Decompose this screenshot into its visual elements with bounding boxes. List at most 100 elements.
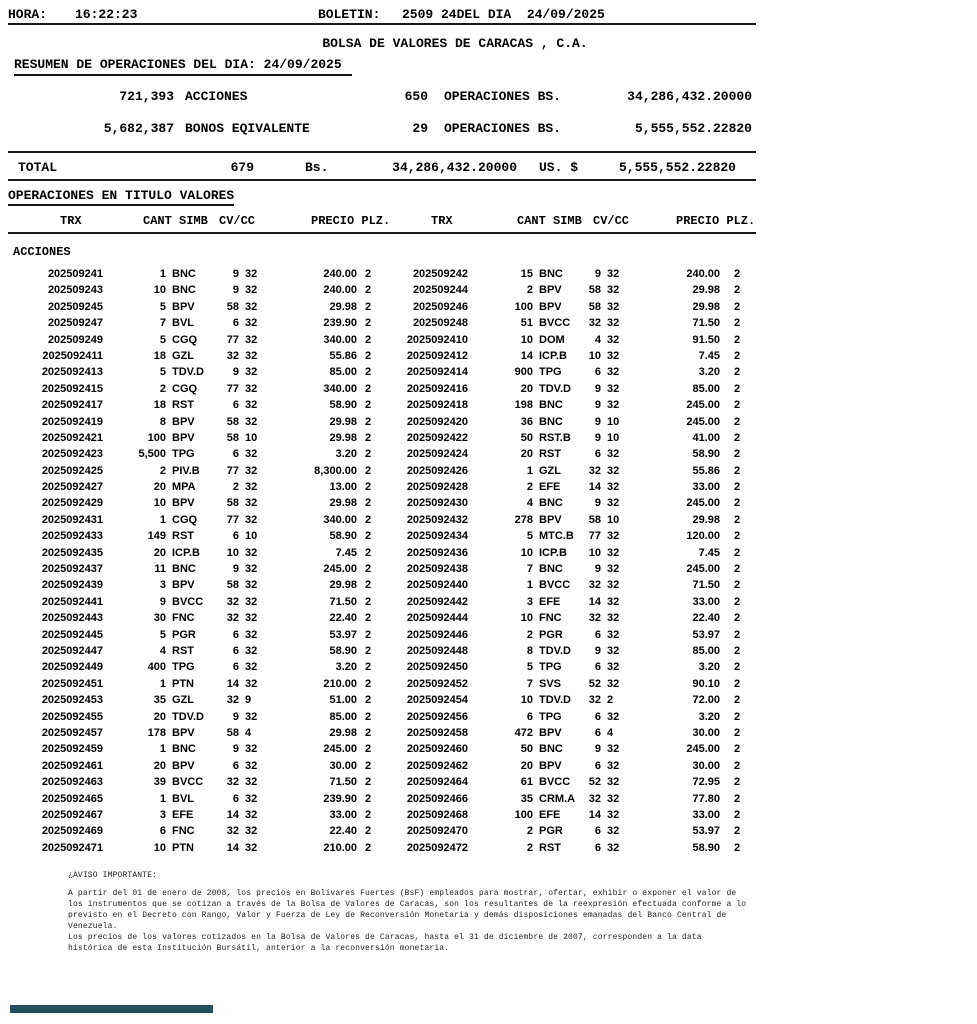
summary-ops-label: OPERACIONES BS. (444, 89, 562, 104)
simb-left-cell: BPV (172, 497, 195, 510)
precio-left-cell: 33.00 (329, 808, 357, 821)
trx-left-cell: 2025092413 (41, 366, 103, 379)
simb-left-cell: CGQ (172, 513, 198, 526)
precio-right-cell: 41.00 (692, 431, 720, 444)
cv-right-cell: 6 (594, 726, 601, 739)
table-row: 2025092421 100 BPV 58 10 29.98 2 2025092422 50 RS… (0, 430, 977, 446)
simb-left-cell: BPV (172, 726, 195, 739)
cc-left-cell: 32 (245, 644, 258, 657)
table-row: 2025092439 3 BPV 58 32 29.98 2 2025092440 1 BVCC 3… (0, 577, 977, 593)
table-row: 2025092443 30 FNC 32 32 22.40 2 2025092444 10 FNC… (0, 610, 977, 626)
plz-left-cell: 2 (365, 825, 372, 838)
plz-left-cell: 2 (365, 481, 372, 494)
plz-right-cell: 2 (734, 513, 741, 526)
simb-right-cell: BPV (539, 284, 562, 297)
table-row: 2025092469 6 FNC 32 32 22.40 2 2025092470 2 PGR 6 3… (0, 823, 977, 839)
trx-left-cell: 2025092441 (41, 595, 103, 608)
cv-left-cell: 58 (226, 431, 239, 444)
cant-right-cell: 100 (514, 300, 533, 313)
cc-left-cell: 32 (245, 481, 258, 494)
cv-right-cell: 32 (588, 464, 601, 477)
plz-right-cell: 2 (734, 317, 741, 330)
cv-left-cell: 58 (226, 579, 239, 592)
precio-right-cell: 29.98 (692, 284, 720, 297)
simb-right-cell: RST (539, 448, 561, 461)
total-row: TOTAL 679 Bs. 34,286,432.20000 US. $ 5,5… (0, 160, 977, 177)
precio-left-cell: 58.90 (329, 399, 357, 412)
col-header-cant-simb: CANT SIMB (143, 214, 208, 228)
plz-left-cell: 2 (365, 300, 372, 313)
cc-right-cell: 32 (607, 759, 620, 772)
cant-right-cell: 61 (520, 776, 533, 789)
trx-right-cell: 2025092444 (406, 612, 468, 625)
col-header-cv-cc: CV/CC (219, 214, 256, 228)
plz-left-cell: 2 (365, 497, 372, 510)
cant-right-cell: 6 (526, 710, 533, 723)
simb-left-cell: TDV.D (172, 366, 204, 379)
cc-right-cell: 32 (607, 661, 620, 674)
cv-right-cell: 9 (594, 497, 601, 510)
table-row: 2025092457 178 BPV 58 4 29.98 2 2025092458 472 BP… (0, 725, 977, 741)
trx-left-cell: 2025092457 (41, 726, 103, 739)
precio-right-cell: 71.50 (692, 317, 720, 330)
precio-right-cell: 245.00 (686, 415, 720, 428)
simb-left-cell: BPV (172, 579, 195, 592)
cv-left-cell: 6 (232, 399, 239, 412)
cant-left-cell: 5,500 (138, 448, 166, 461)
cc-right-cell: 32 (607, 563, 620, 576)
cv-right-cell: 32 (588, 792, 601, 805)
precio-left-cell: 58.90 (329, 530, 357, 543)
cant-left-cell: 1 (159, 743, 166, 756)
simb-right-cell: BPV (539, 513, 562, 526)
table-row: 2025092447 4 RST 6 32 58.90 2 2025092448 8 TDV.D 9… (0, 643, 977, 659)
cv-left-cell: 9 (232, 743, 239, 756)
table-row: 2025092419 8 BPV 58 32 29.98 2 2025092420 36 BNC 9… (0, 414, 977, 430)
precio-right-cell: 85.00 (692, 644, 720, 657)
simb-left-cell: BNC (172, 268, 196, 280)
cant-left-cell: 10 (153, 497, 166, 510)
cc-left-cell: 32 (245, 464, 258, 477)
cc-left-cell: 10 (245, 530, 258, 543)
cc-right-cell: 32 (607, 333, 620, 346)
boletin-label: BOLETIN: (318, 7, 381, 22)
table-row: 2025092437 11 BNC 9 32 245.00 2 2025092438 7 BNC 9… (0, 561, 977, 577)
trx-left-cell: 2025092447 (41, 644, 103, 657)
precio-right-cell: 3.20 (698, 661, 720, 674)
plz-left-cell: 2 (365, 726, 372, 739)
precio-left-cell: 29.98 (329, 415, 357, 428)
trx-right-cell: 2025092438 (406, 563, 468, 576)
cant-left-cell: 2 (159, 382, 166, 395)
trx-right-cell: 2025092450 (406, 661, 468, 674)
cv-left-cell: 6 (232, 644, 239, 657)
col-header-trx: TRX (431, 214, 453, 228)
cant-left-cell: 20 (153, 759, 166, 772)
cc-right-cell: 32 (607, 579, 620, 592)
header-divider (8, 23, 756, 25)
plz-right-cell: 2 (734, 546, 741, 559)
plz-left-cell: 2 (365, 628, 372, 641)
cv-left-cell: 9 (232, 284, 239, 297)
simb-left-cell: RST (172, 530, 194, 543)
cant-right-cell: 5 (526, 530, 533, 543)
precio-right-cell: 33.00 (692, 595, 720, 608)
cant-right-cell: 10 (520, 694, 533, 707)
trx-left-cell: 2025092445 (41, 628, 103, 641)
summary-row-acciones: 721,393 ACCIONES 650 OPERACIONES BS. 34,… (0, 89, 977, 106)
plz-right-cell: 2 (734, 349, 741, 362)
total-usd-amount: 5,555,552.22820 (618, 160, 736, 175)
precio-left-cell: 85.00 (329, 710, 357, 723)
cant-right-cell: 10 (520, 612, 533, 625)
cv-left-cell: 6 (232, 628, 239, 641)
trx-right-cell: 2025092466 (406, 792, 468, 805)
precio-right-cell: 53.97 (692, 825, 720, 838)
cc-left-cell: 32 (245, 349, 258, 362)
simb-left-cell: GZL (172, 694, 194, 707)
trx-left-cell: 2025092423 (41, 448, 103, 461)
table-row: 2025092415 2 CGQ 77 32 340.00 2 2025092416 20 TDV… (0, 381, 977, 397)
trx-left-cell: 202509243 (47, 284, 103, 297)
precio-left-cell: 85.00 (329, 366, 357, 379)
cv-right-cell: 58 (588, 513, 601, 526)
table-row: 2025092459 1 BNC 9 32 245.00 2 2025092460 50 BNC 9… (0, 741, 977, 757)
table-row: 2025092433 149 RST 6 10 58.90 2 2025092434 5 MTC.… (0, 528, 977, 544)
precio-left-cell: 245.00 (323, 563, 357, 576)
